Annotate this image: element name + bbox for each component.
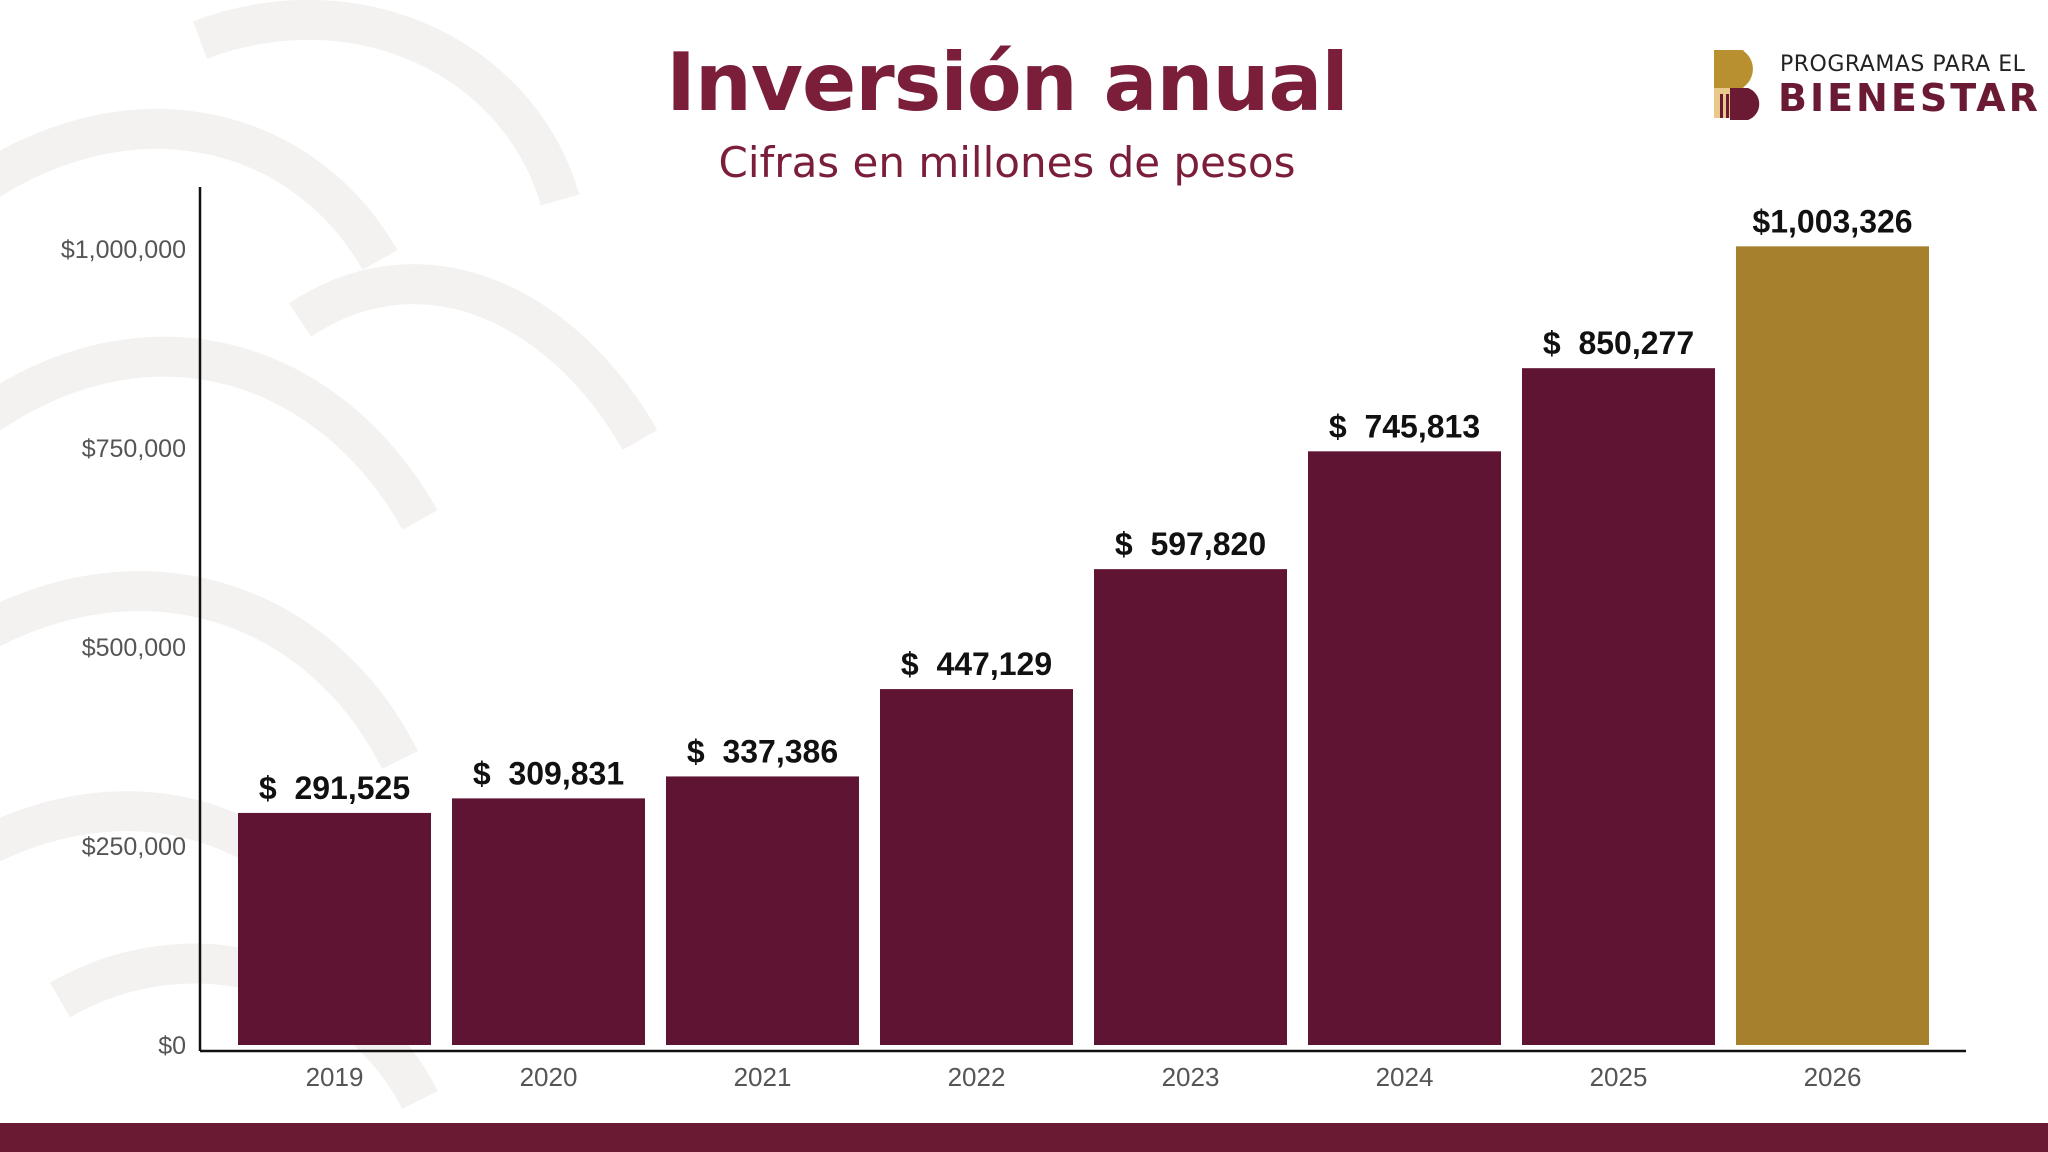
bar-2022 bbox=[880, 689, 1073, 1045]
data-label: $ 309,831 bbox=[473, 755, 624, 791]
bar-2020 bbox=[452, 798, 645, 1045]
y-tick-label: $0 bbox=[158, 1032, 186, 1060]
bienestar-b-icon bbox=[1714, 50, 1760, 120]
data-label: $ 745,813 bbox=[1329, 408, 1480, 444]
y-tick-label: $750,000 bbox=[82, 435, 186, 463]
bar-2023 bbox=[1094, 569, 1287, 1045]
data-label: $ 447,129 bbox=[901, 646, 1052, 682]
page-title: Inversión anual bbox=[666, 36, 1349, 129]
bar-chart: $0 $250,000 $500,000 $750,000 $1,000,000 $ 29… bbox=[61, 187, 1966, 1092]
bar-2025 bbox=[1522, 368, 1715, 1045]
data-label: $ 291,525 bbox=[259, 770, 410, 806]
y-tick-label: $500,000 bbox=[82, 634, 186, 662]
x-tick-label: 2026 bbox=[1804, 1062, 1862, 1092]
data-label: $1,003,326 bbox=[1752, 203, 1912, 239]
x-tick-label: 2024 bbox=[1376, 1062, 1434, 1092]
page-subtitle: Cifras en millones de pesos bbox=[718, 138, 1296, 187]
footer-band bbox=[0, 1123, 2048, 1152]
x-tick-label: 2019 bbox=[306, 1062, 364, 1092]
x-tick-label: 2025 bbox=[1590, 1062, 1648, 1092]
data-label: $ 337,386 bbox=[687, 733, 838, 769]
x-tick-label: 2020 bbox=[520, 1062, 578, 1092]
data-label: $ 850,277 bbox=[1543, 325, 1694, 361]
bienestar-logo: PROGRAMAS PARA EL BIENESTAR bbox=[1712, 48, 2038, 122]
bar-2021 bbox=[666, 776, 859, 1045]
logo-line2: BIENESTAR bbox=[1778, 76, 2041, 120]
bar-2019 bbox=[238, 812, 431, 1045]
y-tick-label: $1,000,000 bbox=[61, 236, 186, 264]
y-tick-label: $250,000 bbox=[82, 833, 186, 861]
x-tick-label: 2022 bbox=[948, 1062, 1006, 1092]
x-tick-label: 2021 bbox=[734, 1062, 792, 1092]
logo-line1: PROGRAMAS PARA EL bbox=[1780, 52, 2026, 77]
bar-2024 bbox=[1308, 451, 1501, 1045]
x-tick-label: 2023 bbox=[1162, 1062, 1220, 1092]
bar-2026 bbox=[1736, 246, 1929, 1045]
data-label: $ 597,820 bbox=[1115, 526, 1266, 562]
